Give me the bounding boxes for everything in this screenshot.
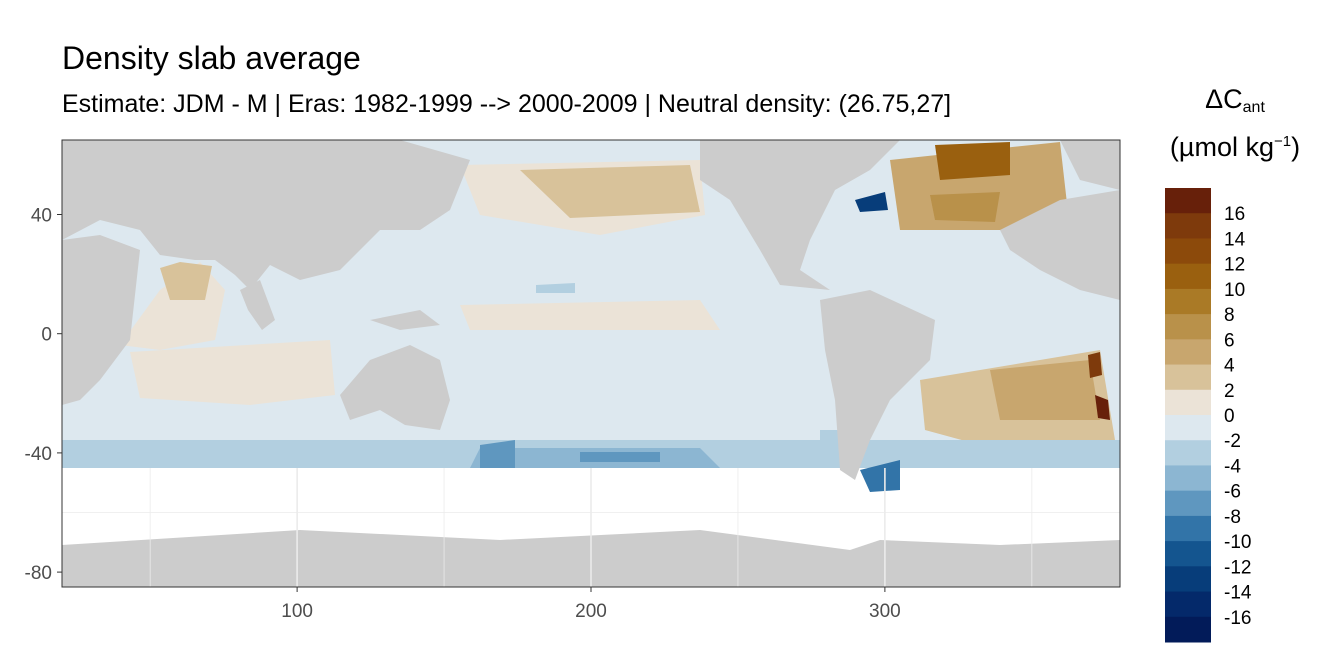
colorbar-label: 6 [1224, 330, 1235, 351]
colorbar: 16 14 12 10 8 6 4 2 0 -2 -4 -6 -8 -10 -12 -14 -16 [1165, 188, 1252, 643]
colorbar-swatch [1165, 389, 1211, 416]
labrador-boundary-region [855, 192, 888, 212]
drake-passage-region [860, 460, 900, 492]
colorbar-swatch [1165, 263, 1211, 290]
colorbar-label: 8 [1224, 305, 1235, 326]
iceland-basin-region [930, 192, 1000, 222]
y-tick-label: -40 [25, 444, 52, 465]
colorbar-label: -6 [1224, 482, 1241, 503]
legend-title-symbol: ΔC [1205, 84, 1243, 114]
colorbar-label: 10 [1224, 280, 1245, 301]
colorbar-label: -12 [1224, 557, 1251, 578]
y-tick-label: 40 [31, 206, 52, 227]
grid-lines [62, 468, 1120, 587]
south-indian-region [130, 340, 335, 405]
colorbar-label: 0 [1224, 406, 1235, 427]
legend-unit: (µmol kg−1) [1160, 132, 1310, 163]
benguela-north-region [1088, 352, 1102, 378]
chart-subtitle: Estimate: JDM - M | Eras: 1982-1999 --> … [62, 90, 952, 118]
colorbar-swatch [1165, 188, 1211, 214]
legend-unit-close: ) [1291, 132, 1301, 162]
colorbar-swatch [1165, 616, 1211, 643]
colorbar-swatch [1165, 314, 1211, 340]
legend-title: ΔCant [1160, 84, 1310, 117]
chart-title: Density slab average [62, 40, 361, 76]
north-pacific-core-region [520, 165, 700, 218]
colorbar-swatch [1165, 440, 1211, 466]
colorbar-label: -16 [1224, 608, 1251, 629]
equatorial-pacific-region [460, 300, 720, 330]
colorbar-label: -10 [1224, 532, 1251, 553]
australia-land [340, 345, 450, 430]
benguela-south-region [1095, 395, 1110, 420]
africa-east-land [62, 235, 140, 405]
colorbar-swatch [1165, 339, 1211, 366]
y-tick-label: 0 [41, 325, 52, 346]
colorbar-label: 4 [1224, 356, 1235, 377]
legend-unit-main: (µmol kg [1169, 132, 1274, 162]
y-tick-label: -80 [25, 563, 52, 584]
south-tasman-region [480, 440, 515, 468]
arabian-sea-region [160, 262, 212, 300]
southern-pacific-core-region [580, 452, 660, 462]
colorbar-label: 14 [1224, 229, 1246, 250]
colorbar-swatch [1165, 415, 1211, 441]
colorbar-swatch [1165, 591, 1211, 618]
indonesia-land [370, 310, 440, 330]
south-atlantic-core-region [990, 360, 1100, 420]
irminger-sea-region [935, 142, 1010, 180]
x-tick-label: 300 [869, 601, 901, 622]
central-pacific-region [536, 283, 575, 293]
south-america-land [820, 290, 935, 480]
x-tick-label: 200 [575, 601, 607, 622]
colorbar-label: 12 [1224, 255, 1245, 276]
scandinavia-land [1060, 140, 1120, 190]
colorbar-label: -2 [1224, 431, 1241, 452]
colorbar-swatch [1165, 238, 1211, 265]
colorbar-swatch [1165, 364, 1211, 391]
colorbar-label: 16 [1224, 204, 1245, 225]
india-land [240, 280, 275, 330]
colorbar-swatch [1165, 515, 1211, 542]
eurasia-land [62, 140, 470, 290]
x-tick-label: 100 [281, 601, 313, 622]
colorbar-label: -4 [1224, 456, 1241, 477]
legend-unit-superscript: −1 [1273, 133, 1292, 150]
north-america-land [700, 140, 900, 290]
colorbar-swatch [1165, 288, 1211, 315]
colorbar-label: -8 [1224, 507, 1241, 528]
colorbar-swatch [1165, 465, 1211, 492]
colorbar-swatch [1165, 566, 1211, 593]
west-africa-europe-land [1000, 190, 1120, 300]
legend-title-subscript: ant [1242, 99, 1265, 116]
colorbar-label: -14 [1224, 583, 1252, 604]
colorbar-swatch [1165, 213, 1211, 239]
colorbar-swatch [1165, 541, 1211, 567]
colorbar-label: 2 [1224, 381, 1235, 402]
colorbar-swatch [1165, 490, 1211, 517]
